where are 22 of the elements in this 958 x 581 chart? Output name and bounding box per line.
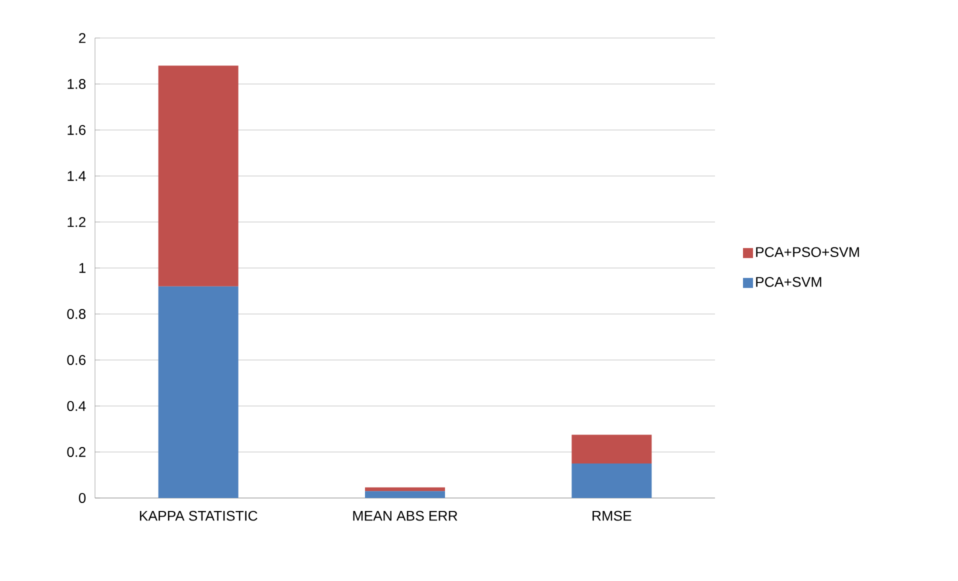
y-tick-label: 1 — [79, 263, 86, 273]
y-tick-label: 0.6 — [67, 355, 86, 365]
bar — [365, 491, 446, 498]
bar — [158, 286, 238, 498]
y-tick-label: 1.4 — [68, 171, 86, 181]
x-tick-label: KAPPA STATISTIC — [140, 510, 258, 521]
y-tick-label: 0.2 — [67, 447, 86, 457]
y-tick-label: 1.6 — [68, 125, 86, 135]
y-tick-label: 0.8 — [67, 309, 86, 319]
y-tick-label: 2 — [79, 33, 86, 43]
bar — [572, 434, 652, 464]
legend-label: PCA+PSO+SVM — [756, 247, 859, 258]
legend-label: PCA+SVM — [756, 276, 822, 287]
y-tick-label: 1.8 — [68, 79, 86, 89]
y-tick-label: 0.4 — [67, 401, 86, 411]
bar — [572, 464, 652, 498]
x-tick-label: RMSE — [592, 510, 632, 521]
y-tick-label: 1.2 — [68, 217, 86, 227]
y-tick-label: 0 — [78, 493, 86, 503]
bar — [365, 487, 446, 492]
bar — [158, 66, 238, 286]
x-tick-label: MEAN ABS ERR — [353, 510, 458, 521]
